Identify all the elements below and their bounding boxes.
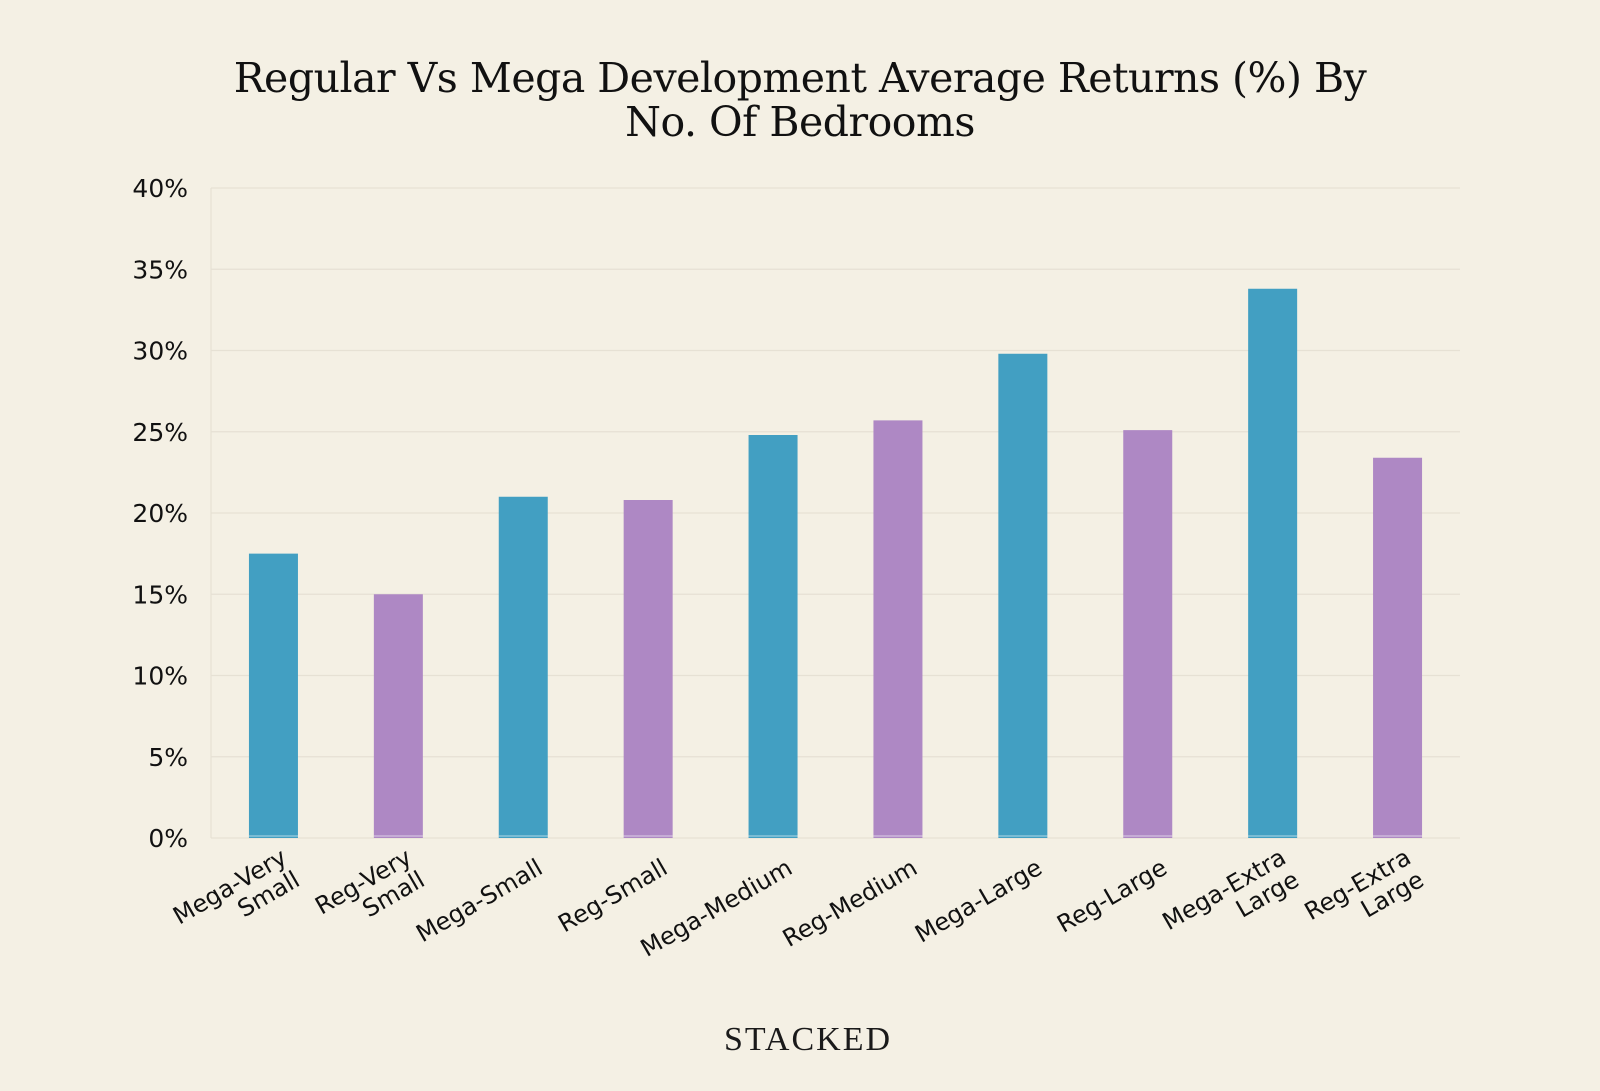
bars	[248, 288, 1423, 838]
bar-2	[498, 496, 548, 838]
bar-9	[1373, 457, 1423, 838]
bar-3	[623, 500, 673, 838]
y-tick-label-5: 5%	[148, 743, 188, 772]
y-axis-tick-labels: 0% 5% 10% 15% 20% 25% 30% 35% 40%	[132, 174, 188, 853]
bar-5	[873, 420, 923, 838]
bar-8	[1248, 288, 1298, 838]
y-tick-label-20: 20%	[132, 499, 188, 528]
bar-6	[998, 353, 1048, 838]
y-tick-label-15: 15%	[132, 580, 188, 609]
chart-title: Regular Vs Mega Development Average Retu…	[234, 54, 1368, 146]
chart-title-line-1: Regular Vs Mega Development Average Retu…	[234, 54, 1368, 102]
y-tick-label-35: 35%	[132, 255, 188, 284]
chart-title-line-2: No. Of Bedrooms	[625, 98, 975, 146]
y-tick-label-30: 30%	[132, 337, 188, 366]
y-tick-label-40: 40%	[132, 174, 188, 203]
bar-1	[373, 594, 423, 838]
bar-0	[248, 553, 298, 838]
bar-4	[748, 435, 798, 838]
y-tick-label-25: 25%	[132, 418, 188, 447]
y-tick-label-10: 10%	[132, 662, 188, 691]
bar-7	[1123, 430, 1173, 838]
stacked-logo: STACKED	[724, 1021, 892, 1058]
y-tick-label-0: 0%	[148, 824, 188, 853]
